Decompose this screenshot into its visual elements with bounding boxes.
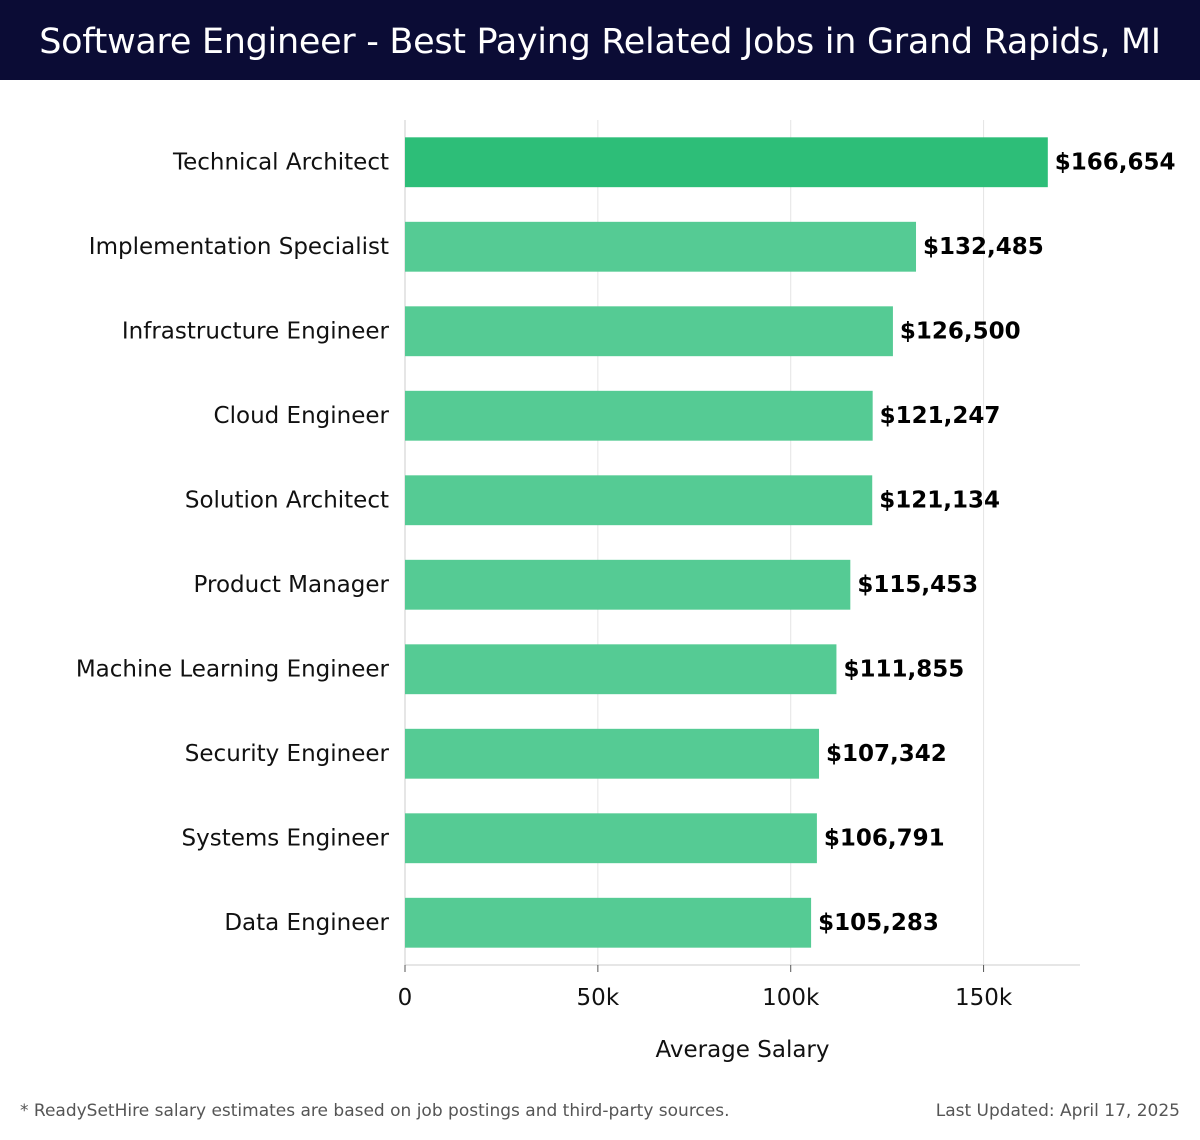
category-label: Implementation Specialist xyxy=(89,234,389,260)
category-label: Machine Learning Engineer xyxy=(76,656,390,682)
value-label: $115,453 xyxy=(857,572,978,598)
value-label: $126,500 xyxy=(900,318,1021,344)
last-updated: Last Updated: April 17, 2025 xyxy=(935,1101,1180,1121)
value-label: $121,247 xyxy=(880,403,1001,429)
value-label: $166,654 xyxy=(1055,149,1176,175)
value-label: $107,342 xyxy=(826,741,947,767)
bar xyxy=(405,390,873,441)
category-label: Infrastructure Engineer xyxy=(122,318,390,344)
x-tick-label: 0 xyxy=(398,985,413,1011)
chart-title: Software Engineer - Best Paying Related … xyxy=(39,22,1161,62)
x-tick-label: 100k xyxy=(762,985,820,1011)
x-tick-label: 150k xyxy=(955,985,1013,1011)
value-label: $111,855 xyxy=(843,656,964,682)
bar xyxy=(405,644,837,695)
header-bar: Software Engineer - Best Paying Related … xyxy=(0,0,1200,80)
category-label: Technical Architect xyxy=(172,149,389,175)
x-tick-label: 50k xyxy=(577,985,620,1011)
bar xyxy=(405,475,873,526)
category-label: Systems Engineer xyxy=(182,825,390,851)
category-label: Data Engineer xyxy=(224,910,389,936)
bar xyxy=(405,728,820,779)
value-label: $106,791 xyxy=(824,825,945,851)
salary-bar-chart: Technical Architect $166,654 Implementatio… xyxy=(76,120,1176,1063)
footer-note: * ReadySetHire salary estimates are base… xyxy=(20,1101,730,1121)
value-label: $105,283 xyxy=(818,910,939,936)
bar xyxy=(405,306,893,357)
value-label: $132,485 xyxy=(923,234,1044,260)
bar xyxy=(405,137,1048,188)
bar xyxy=(405,221,917,272)
category-label: Cloud Engineer xyxy=(214,403,390,429)
value-label: $121,134 xyxy=(879,487,1000,513)
category-label: Security Engineer xyxy=(185,741,390,767)
x-axis-title: Average Salary xyxy=(655,1037,829,1063)
bar xyxy=(405,897,812,948)
category-label: Solution Architect xyxy=(185,487,389,513)
bar xyxy=(405,813,817,864)
bar xyxy=(405,559,851,610)
category-label: Product Manager xyxy=(194,572,390,598)
